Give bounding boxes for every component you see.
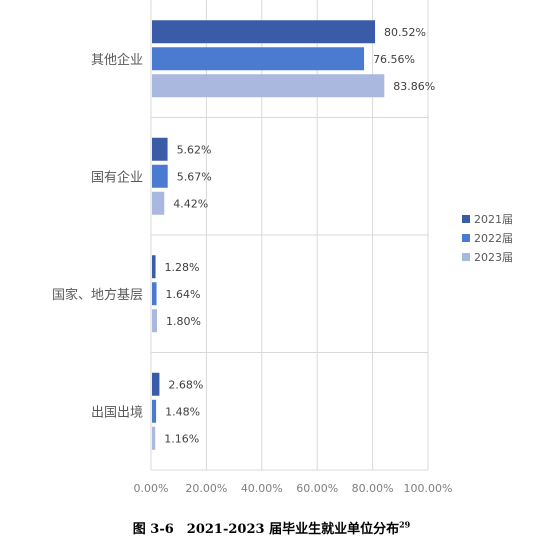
- legend-swatch: [462, 253, 470, 261]
- legend-swatch: [462, 215, 470, 223]
- bar: [152, 399, 157, 423]
- category-label: 国有企业: [91, 169, 143, 185]
- figure-caption: 图 3-6 2021-2023 届毕业生就业单位分布29: [0, 518, 543, 537]
- data-label: 83.86%: [393, 80, 435, 93]
- caption-footnote: 29: [399, 519, 411, 530]
- bar: [152, 20, 376, 44]
- bar: [152, 309, 157, 333]
- bar: [152, 372, 160, 396]
- data-label: 1.16%: [164, 432, 199, 445]
- data-label: 80.52%: [384, 26, 426, 39]
- data-label: 76.56%: [373, 53, 415, 66]
- data-label: 4.42%: [173, 197, 208, 210]
- bar: [152, 137, 168, 161]
- data-label: 1.80%: [166, 315, 201, 328]
- bar-chart: 0.00% 20.00% 40.00% 60.00% 80.00% 100.00% 其他企业…: [52, 0, 513, 495]
- x-tick-label: 100.00%: [404, 482, 453, 495]
- bar: [152, 255, 156, 279]
- category-label: 国家、地方基层: [52, 287, 143, 303]
- bar: [152, 282, 157, 306]
- bar: [152, 164, 168, 188]
- bar: [152, 74, 385, 98]
- data-label: 1.48%: [165, 405, 200, 418]
- category-label: 其他企业: [91, 52, 143, 68]
- bar: [152, 426, 156, 450]
- legend-label: 2022届: [474, 232, 513, 245]
- legend-label: 2023届: [474, 251, 513, 264]
- data-label: 2.68%: [168, 378, 203, 391]
- x-tick-label: 0.00%: [134, 482, 169, 495]
- x-tick-label: 80.00%: [352, 482, 394, 495]
- data-label: 5.67%: [177, 170, 212, 183]
- data-label: 1.28%: [165, 261, 200, 274]
- caption-text: 图 3-6 2021-2023 届毕业生就业单位分布: [132, 522, 400, 537]
- legend-label: 2021届: [474, 213, 513, 226]
- x-tick-label: 20.00%: [185, 482, 227, 495]
- x-tick-label: 60.00%: [296, 482, 338, 495]
- data-label: 5.62%: [177, 143, 212, 156]
- data-label: 1.64%: [166, 288, 201, 301]
- bar: [152, 47, 365, 71]
- bar: [152, 191, 165, 215]
- legend-swatch: [462, 234, 470, 242]
- x-tick-label: 40.00%: [241, 482, 283, 495]
- category-label: 出国出境: [91, 405, 143, 420]
